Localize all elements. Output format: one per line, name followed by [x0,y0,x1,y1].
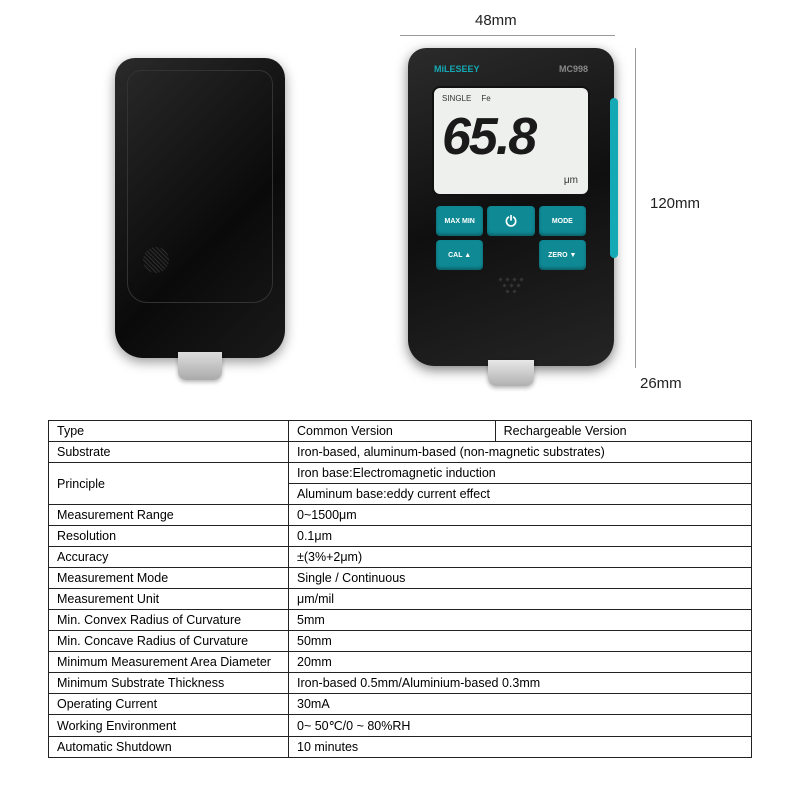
spec-label: Substrate [49,442,289,463]
table-row: PrincipleIron base:Electromagnetic induc… [49,463,752,484]
power-button[interactable]: ⏻ [487,206,534,236]
dimension-depth: 26mm [640,375,682,392]
spec-table: TypeCommon VersionRechargeable VersionSu… [48,420,752,758]
spec-value: 10 minutes [289,737,752,758]
spec-value: Iron-based, aluminum-based (non-magnetic… [289,442,752,463]
spec-label: Min. Convex Radius of Curvature [49,610,289,631]
table-row: Min. Convex Radius of Curvature5mm [49,610,752,631]
dimension-line-top [400,35,615,36]
table-row: Accuracy±(3%+2μm) [49,547,752,568]
spec-value: ±(3%+2μm) [289,547,752,568]
screen-top-row: SINGLE Fe [442,94,580,103]
table-row: Automatic Shutdown10 minutes [49,737,752,758]
dimension-width: 48mm [475,12,517,29]
speaker-grill-icon [143,247,169,273]
spec-value: 5mm [289,610,752,631]
table-row: Working Environment0~ 50℃/0 ~ 80%RH [49,715,752,737]
table-row: Min. Concave Radius of Curvature50mm [49,631,752,652]
spec-label: Measurement Mode [49,568,289,589]
spec-label: Measurement Unit [49,589,289,610]
screen-mode: SINGLE [442,94,471,103]
spec-label: Automatic Shutdown [49,737,289,758]
spec-label: Accuracy [49,547,289,568]
spec-label: Resolution [49,526,289,547]
table-header-col1: Common Version [289,421,496,442]
spec-value: 50mm [289,631,752,652]
spec-value: 0.1μm [289,526,752,547]
spec-value: 0~1500μm [289,505,752,526]
dimension-line-right [635,48,636,368]
accent-strip [610,98,618,258]
zero-button[interactable]: ZERO ▼ [539,240,586,270]
table-header-label: Type [49,421,289,442]
table-row: Operating Current30mA [49,694,752,715]
screen-material: Fe [481,94,490,103]
screen-unit: μm [564,175,578,186]
table-row: Measurement Unitμm/mil [49,589,752,610]
spec-value: Iron base:Electromagnetic induction [289,463,752,484]
spec-value: Iron-based 0.5mm/Aluminium-based 0.3mm [289,673,752,694]
mode-button[interactable]: MODE [539,206,586,236]
spec-value: μm/mil [289,589,752,610]
cal-button[interactable]: CAL ▲ [436,240,483,270]
keypad: MAX MIN ⏻ MODE CAL ▲ ZERO ▼ [436,206,586,270]
spec-label: Working Environment [49,715,289,737]
lcd-screen: SINGLE Fe 65.8 μm [432,86,590,196]
spec-label: Operating Current [49,694,289,715]
screen-reading: 65.8 [442,111,580,163]
brand-row: MiLESEEY MC998 [434,64,588,74]
spec-value: 30mA [289,694,752,715]
device-front-view: MiLESEEY MC998 SINGLE Fe 65.8 μm MAX MIN… [408,48,614,366]
spec-value: 0~ 50℃/0 ~ 80%RH [289,715,752,737]
table-row: Minimum Measurement Area Diameter20mm [49,652,752,673]
probe-front [488,360,534,386]
spec-value: Single / Continuous [289,568,752,589]
spec-label: Principle [49,463,289,505]
table-row: Measurement Range0~1500μm [49,505,752,526]
spec-value: 20mm [289,652,752,673]
product-image-area: 48mm 120mm 26mm MiLESEEY MC998 SINGLE Fe… [0,0,800,400]
probe-back [178,352,222,380]
dimension-height: 120mm [650,195,700,212]
spec-label: Minimum Measurement Area Diameter [49,652,289,673]
table-row: SubstrateIron-based, aluminum-based (non… [49,442,752,463]
maxmin-button[interactable]: MAX MIN [436,206,483,236]
brand-label: MiLESEEY [434,64,480,74]
spec-label: Min. Concave Radius of Curvature [49,631,289,652]
table-row: Resolution0.1μm [49,526,752,547]
spec-label: Minimum Substrate Thickness [49,673,289,694]
table-header-col2: Rechargeable Version [495,421,751,442]
table-row: Measurement ModeSingle / Continuous [49,568,752,589]
table-row: Minimum Substrate ThicknessIron-based 0.… [49,673,752,694]
model-label: MC998 [559,64,588,74]
spec-label: Measurement Range [49,505,289,526]
vent-icon [486,278,536,308]
device-back-view [115,58,285,358]
spec-value: Aluminum base:eddy current effect [289,484,752,505]
